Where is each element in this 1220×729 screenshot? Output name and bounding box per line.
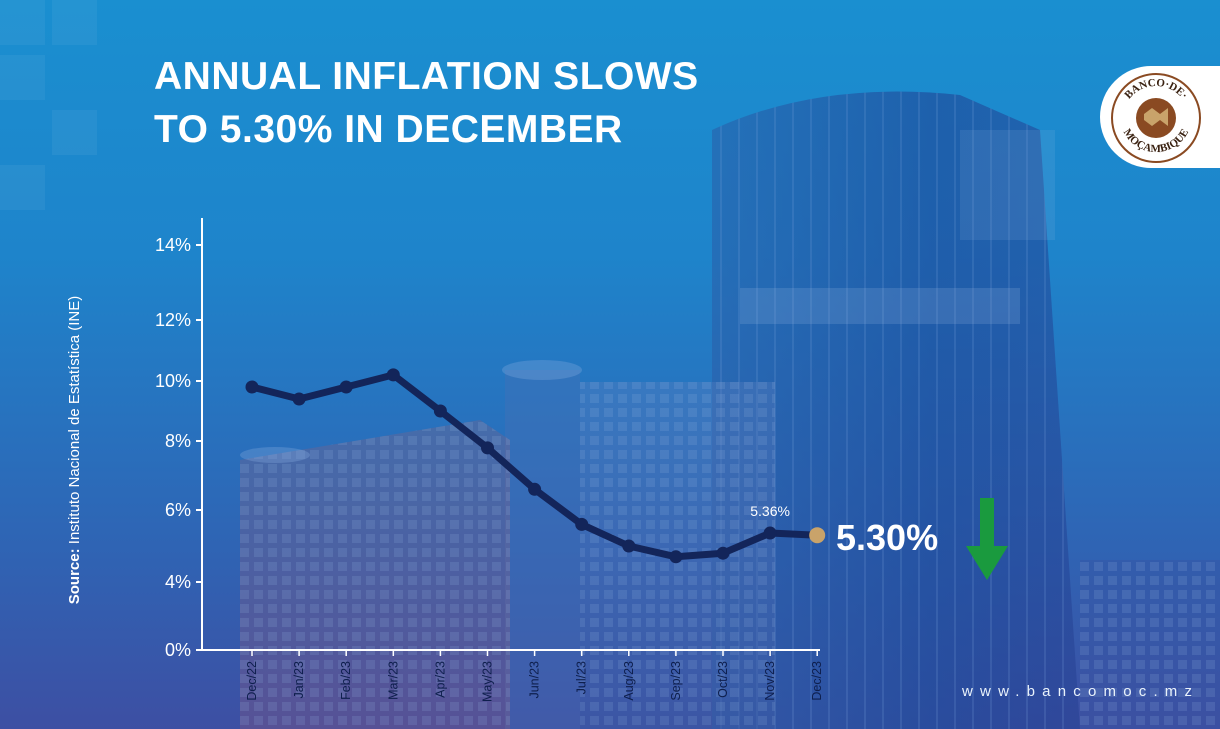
data-point	[481, 441, 494, 455]
website-url[interactable]: www.bancomoc.mz	[962, 683, 1200, 700]
data-point	[716, 546, 730, 560]
x-tick-label: Feb/23	[339, 661, 353, 700]
data-label: 5.36%	[750, 503, 790, 519]
data-point	[575, 517, 589, 531]
x-tick-label: Sep/23	[669, 661, 683, 701]
down-arrow-icon	[966, 498, 1008, 580]
chart-axes	[201, 218, 820, 651]
data-point	[763, 526, 777, 540]
y-tick-label: 4%	[165, 572, 191, 592]
title-line-2: TO 5.30% IN DECEMBER	[154, 108, 623, 151]
decor-squares	[0, 0, 97, 210]
y-tick-label: 8%	[165, 431, 191, 451]
title-line-1: ANNUAL INFLATION SLOWS	[154, 55, 699, 98]
x-tick-label: May/23	[481, 661, 495, 702]
data-point	[528, 482, 542, 496]
series-group	[245, 368, 826, 564]
x-tick-label: Oct/23	[716, 661, 730, 698]
x-tick-label: Jan/23	[292, 661, 306, 699]
data-point	[245, 380, 259, 394]
series-line	[248, 371, 821, 561]
data-point	[386, 368, 400, 382]
current-inflation-value: 5.30%	[836, 517, 939, 558]
x-tick-label: Aug/23	[622, 661, 636, 701]
y-tick-label: 12%	[155, 310, 191, 330]
x-tick-label: Jul/23	[575, 661, 589, 694]
y-tick-label: 6%	[165, 500, 191, 520]
x-tick-label: Dec/22	[245, 661, 259, 701]
bank-logo-icon: BANCO·DE· MOÇAMBIQUE	[1111, 73, 1201, 163]
highlight-point	[809, 527, 826, 544]
y-tick-label: 14%	[155, 235, 191, 255]
data-point	[339, 380, 353, 394]
data-point	[433, 404, 447, 418]
y-axis-ticks: 0% 4% 6% 8% 10% 12% 14%	[155, 235, 202, 660]
x-tick-label: Apr/23	[433, 661, 447, 698]
x-tick-label: Mar/23	[386, 661, 400, 700]
x-tick-label: Nov/23	[763, 661, 777, 701]
data-point	[292, 392, 306, 406]
data-point	[622, 539, 636, 553]
y-tick-label: 0%	[165, 640, 191, 660]
y-tick-label: 10%	[155, 371, 191, 391]
data-labels: 5.36%	[750, 503, 790, 519]
page-title: ANNUAL INFLATION SLOWS TO 5.30% IN DECEM…	[154, 50, 794, 156]
x-axis-ticks: Dec/22 Jan/23 Feb/23 Mar/23 Apr/23 May/23 Jun/…	[245, 650, 824, 702]
bank-logo: BANCO·DE· MOÇAMBIQUE	[1100, 66, 1220, 168]
data-point	[669, 550, 683, 564]
x-tick-label: Jun/23	[528, 661, 542, 699]
x-tick-label: Dec/23	[810, 661, 824, 701]
